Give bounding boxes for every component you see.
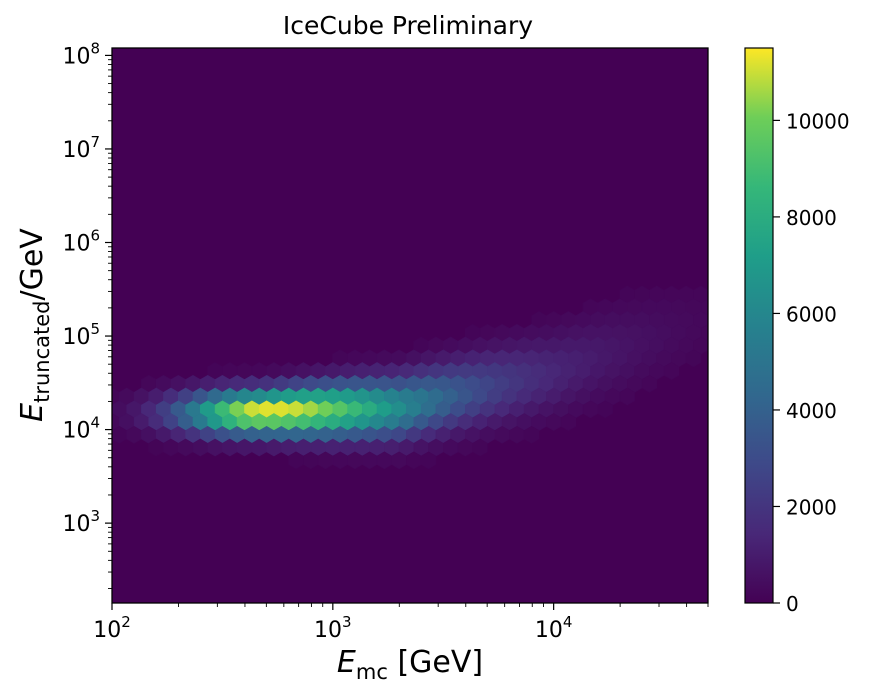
x-tick-label: 104: [535, 613, 573, 643]
hexbin-cell: [523, 425, 540, 444]
plot-frame: [111, 47, 709, 604]
y-tick-label: 106: [62, 226, 100, 256]
colorbar: [744, 47, 774, 604]
x-axis-label-unit: [GeV]: [388, 645, 483, 680]
y-axis-label-main: E: [15, 403, 50, 422]
hexbin-layer: [112, 285, 708, 470]
colorbar-tick-label: 4000: [786, 399, 837, 423]
hexbin-cell: [420, 451, 437, 470]
colorbar-tick-label: 10000: [786, 109, 850, 133]
y-axis-label: Etruncated/GeV: [15, 228, 54, 422]
hexbin-cell: [560, 413, 577, 431]
hexbin-cell: [707, 315, 708, 325]
y-axis-ticks: 103 104 105 106 107 108: [62, 39, 112, 589]
colorbar-tick-label: 2000: [786, 495, 837, 519]
colorbar-tick-label: 0: [786, 592, 799, 616]
chart-title: IceCube Preliminary: [283, 11, 533, 40]
colorbar-tick-label: 8000: [786, 206, 837, 230]
y-tick-label: 104: [62, 414, 100, 444]
hexbin-cell: [685, 349, 702, 368]
hexbin-cell: [707, 290, 708, 299]
colorbar-ticks: 0 2000 4000 6000 8000 10000: [773, 109, 850, 616]
y-tick-label: 107: [62, 133, 100, 163]
y-tick-label: 108: [62, 39, 100, 69]
x-tick-label: 102: [93, 613, 131, 643]
y-tick-label: 103: [62, 507, 100, 537]
hexbin-cell: [663, 362, 680, 380]
hexbin-cell: [707, 341, 708, 350]
x-axis-label-sub: mc: [356, 660, 388, 684]
hexbin-cell: [597, 400, 613, 419]
colorbar-tick-label: 6000: [786, 302, 837, 326]
hexbin-cell: [472, 438, 488, 457]
x-axis-ticks: 102 103 104: [93, 603, 709, 643]
y-axis-label-sub: truncated: [30, 300, 54, 402]
hexbin-cell: [619, 387, 635, 406]
hexbin-cell: [641, 374, 658, 393]
x-axis-label-main: E: [337, 645, 356, 680]
x-axis-label: Emc [GeV]: [337, 645, 483, 684]
y-tick-label: 105: [62, 320, 100, 350]
x-tick-label: 103: [314, 613, 352, 643]
y-axis-label-unit: /GeV: [15, 228, 50, 301]
